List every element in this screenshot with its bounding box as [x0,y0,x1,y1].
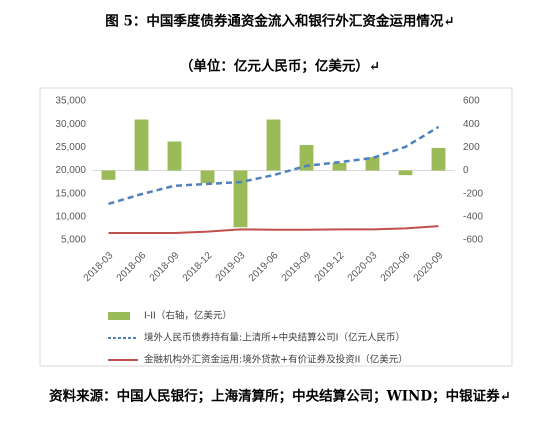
y-tick-label: 20,000 [55,165,86,176]
x-tick-label: 2018-06 [115,250,149,284]
y-tick-label: 25,000 [55,142,86,153]
bar [233,170,248,228]
y-tick-label: 30,000 [55,119,86,130]
x-tick-label: 2020-03 [346,250,380,284]
x-tick-label: 2020-09 [412,250,446,284]
chart-frame [39,87,513,367]
y2-tick-label: -600 [463,235,483,246]
bar [200,170,215,184]
bar [167,141,182,171]
x-tick-label: 2019-06 [247,250,281,284]
y2-tick-label: 600 [463,96,480,107]
legend-swatch [108,312,130,320]
bar [398,170,413,176]
x-tick-label: 2019-03 [214,250,248,284]
bar [299,145,314,171]
bar [332,162,347,171]
x-tick-label: 2018-12 [181,250,215,284]
legend-label: I-II（右轴，亿美元） [144,310,232,322]
y2-tick-label: 400 [463,119,480,130]
x-tick-label: 2019-12 [313,250,347,284]
y2-tick-label: -400 [463,211,483,222]
bar [134,119,149,171]
x-tick-label: 2018-03 [82,250,116,284]
y-tick-label: 35,000 [55,96,86,107]
bar [101,170,116,180]
x-tick-label: 2020-06 [379,250,413,284]
line-series [108,125,440,206]
line-series [108,225,439,235]
y-tick-label: 10,000 [55,211,86,222]
y-tick-label: 15,000 [55,188,86,199]
bar [431,147,446,171]
chart-title: 图 5：中国季度债券通资金流入和银行外汇资金运用情况↵ [105,13,454,30]
legend-label: 金融机构外汇资金运用:境外贷款+有价证券及投资II（亿美元） [144,354,408,366]
source-note: 资料来源：中国人民银行；上海清算所；中央结算公司；WIND；中银证券↵ [49,388,511,405]
bar [365,157,380,171]
legend-label: 境外人民币债券持有量:上清所+中央结算公司I（亿元人民币） [144,332,405,344]
y2-tick-label: 200 [463,142,480,153]
chart-subtitle: （单位：亿元人民币；亿美元）↵ [180,58,380,75]
y-tick-label: 5,000 [61,235,86,246]
bar [266,119,281,171]
y2-tick-label: -200 [463,188,483,199]
x-tick-label: 2019-09 [280,250,314,284]
y2-tick-label: 0 [463,165,469,176]
x-tick-label: 2018-09 [148,250,182,284]
